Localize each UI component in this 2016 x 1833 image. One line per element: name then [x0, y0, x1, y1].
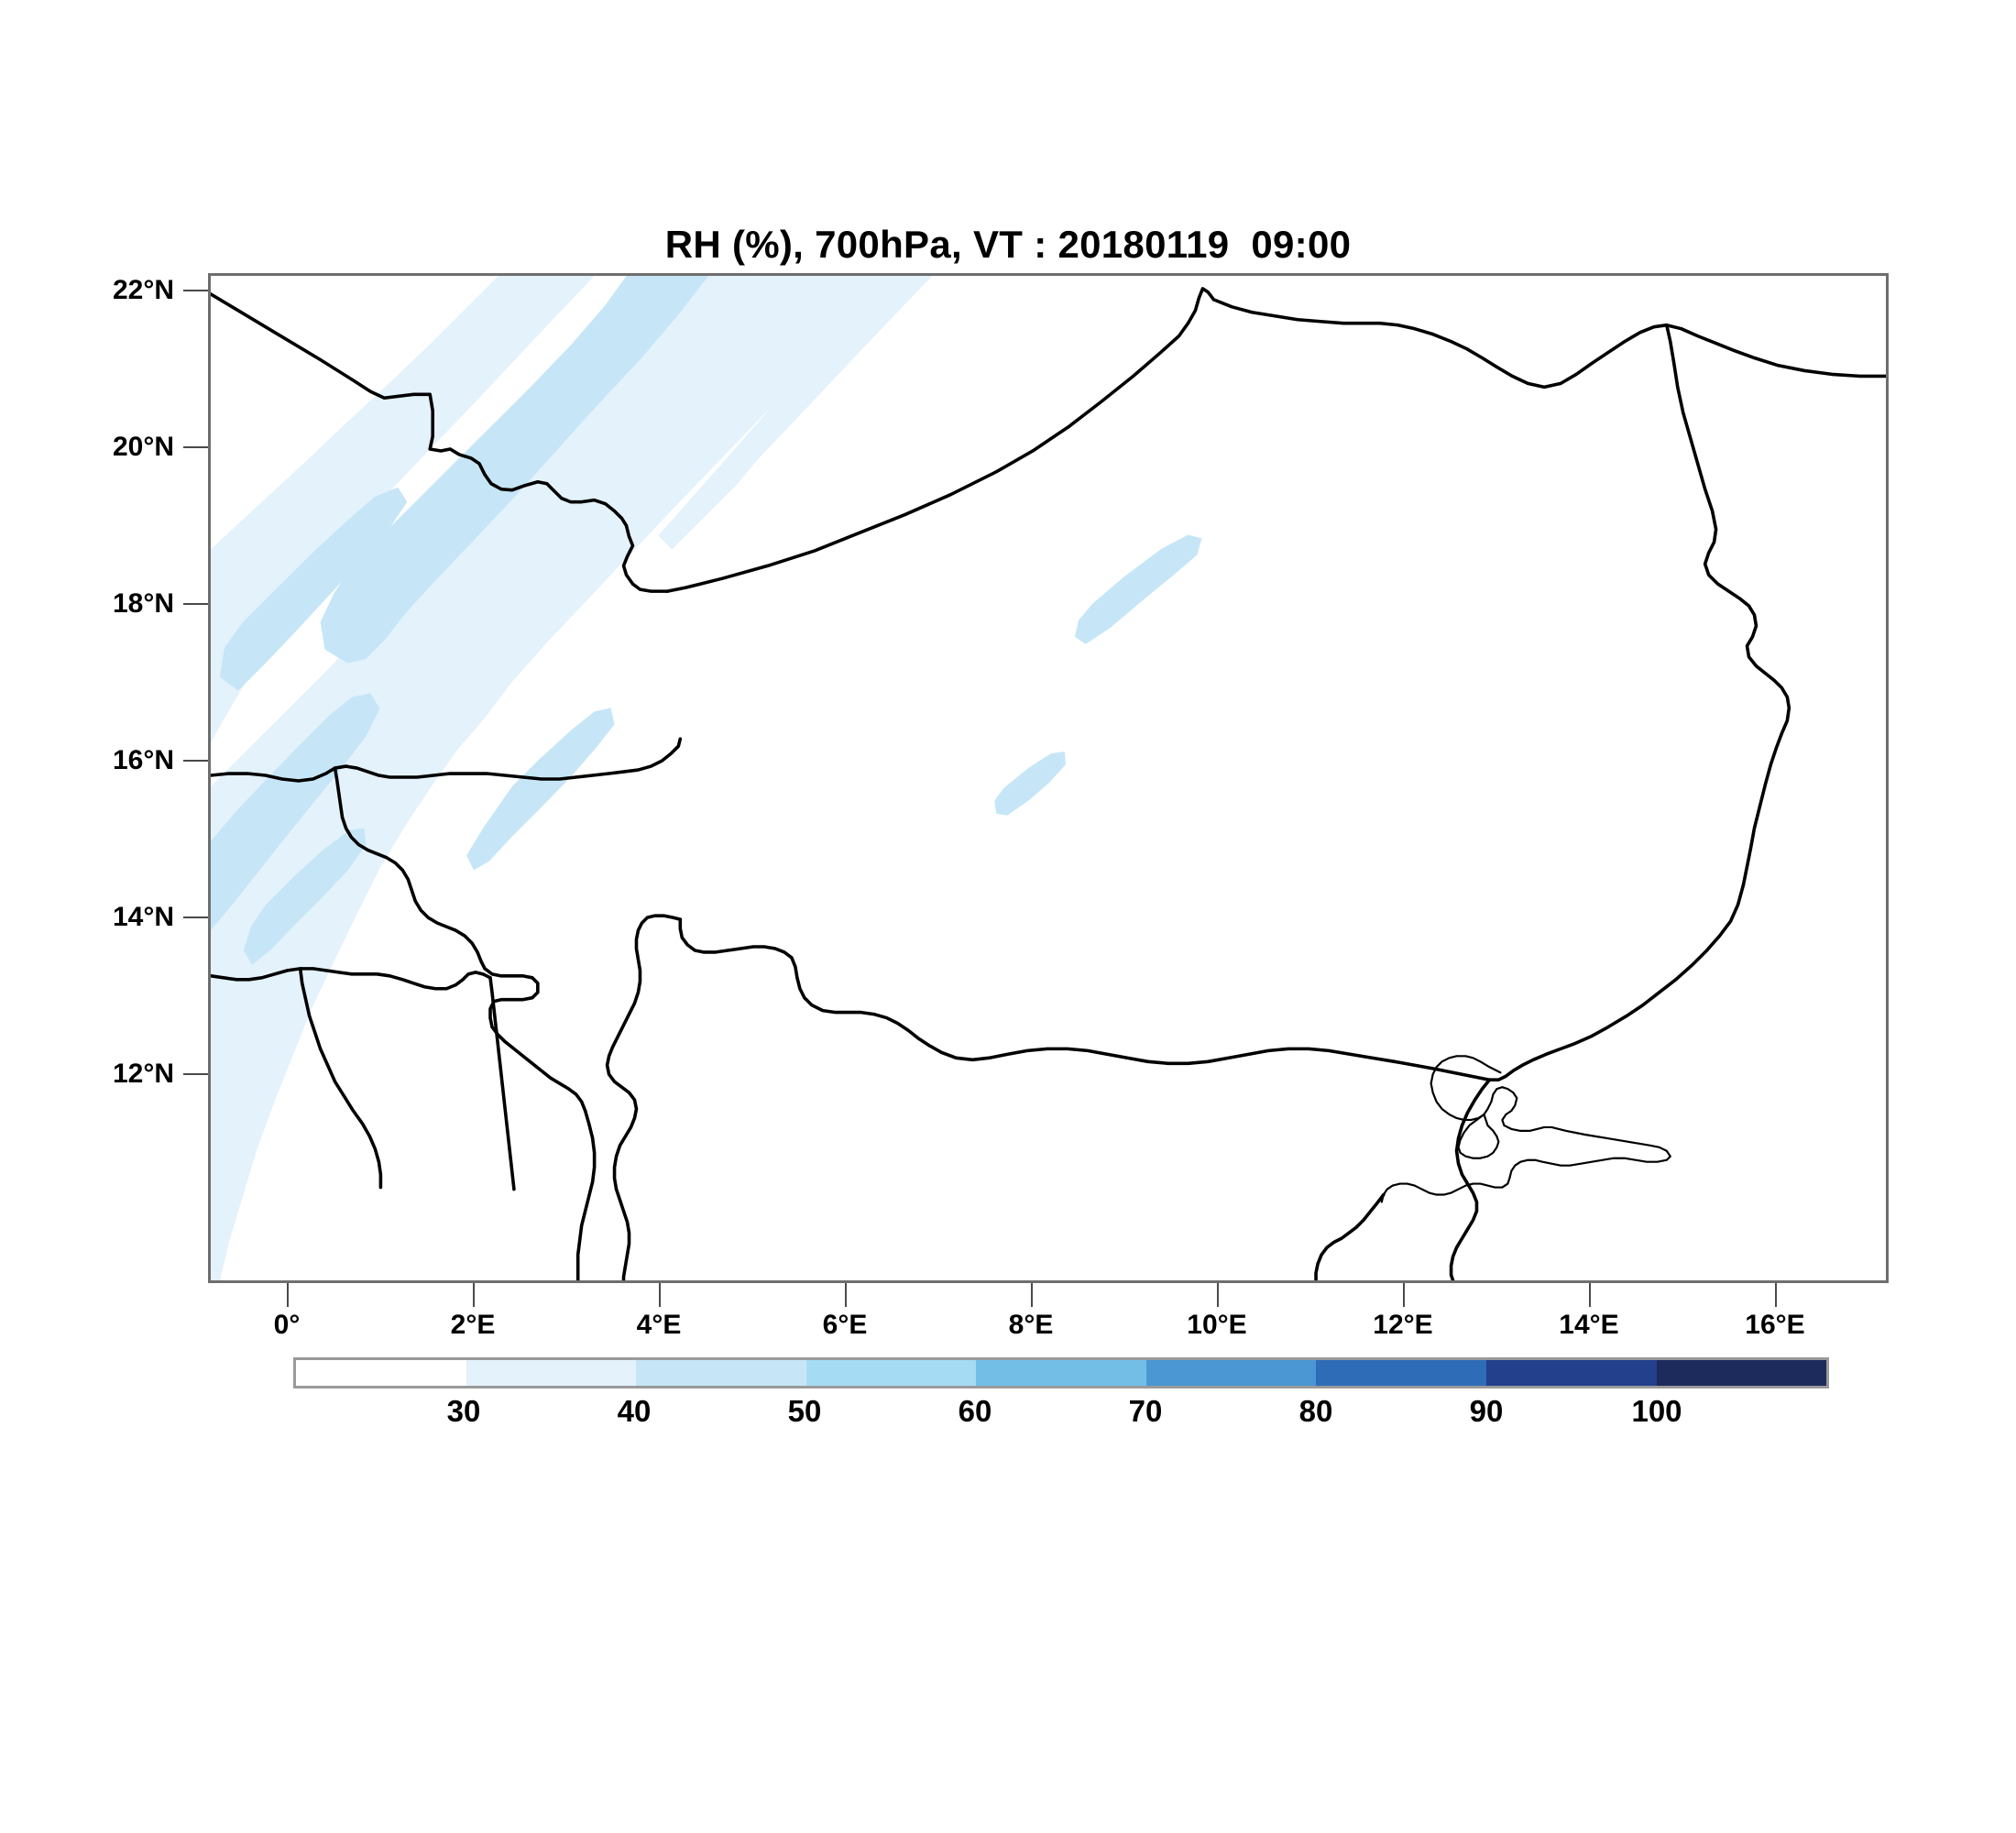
border-burkina-benin — [211, 967, 492, 991]
border-algeria-mali — [211, 292, 670, 593]
lon-tick-2 — [473, 1283, 475, 1307]
colorbar-segment-9 — [1656, 1360, 1827, 1386]
lon-label-10: 10°E — [1187, 1310, 1247, 1340]
lon-label-16: 16°E — [1745, 1310, 1805, 1340]
lon-label-12: 12°E — [1373, 1310, 1433, 1340]
lon-tick-8 — [1031, 1283, 1033, 1307]
colorbar-segment-5 — [976, 1360, 1146, 1386]
lat-tick-12 — [183, 1073, 208, 1075]
lon-tick-16 — [1775, 1283, 1777, 1307]
border-niger-benin — [605, 914, 683, 1280]
lon-tick-6 — [845, 1283, 847, 1307]
lon-label-4: 4°E — [636, 1310, 682, 1340]
colorbar-label-70: 70 — [1128, 1394, 1163, 1428]
rh-band-30-40 — [211, 276, 933, 1280]
colorbar-label-50: 50 — [787, 1394, 822, 1428]
lat-tick-18 — [183, 603, 208, 605]
lat-label-20: 20°N — [112, 432, 174, 462]
colorbar-label-80: 80 — [1298, 1394, 1333, 1428]
country-borders-layer — [211, 287, 1886, 1280]
border-niger-libya — [1211, 298, 1886, 390]
lat-label-18: 18°N — [112, 588, 174, 619]
colorbar-label-90: 90 — [1469, 1394, 1504, 1428]
border-nigeria-east — [1314, 1192, 1386, 1280]
page-title: RH (%), 700hPa, VT : 20180119 09:00 — [664, 223, 1352, 266]
border-niger-nigeria — [678, 917, 1492, 1081]
colorbar[interactable] — [293, 1357, 1829, 1388]
colorbar-segment-4 — [805, 1360, 977, 1386]
lon-tick-0 — [287, 1283, 289, 1307]
colorbar-label-60: 60 — [958, 1394, 992, 1428]
lon-tick-4 — [659, 1283, 661, 1307]
lat-label-12: 12°N — [112, 1059, 174, 1089]
border-burkina-niger — [333, 766, 587, 1113]
lat-tick-20 — [183, 446, 208, 448]
border-chad-nigeria — [1449, 1078, 1492, 1280]
colorbar-segment-3 — [636, 1360, 806, 1386]
colorbar-segment-2 — [466, 1360, 637, 1386]
colorbar-segment-1 — [296, 1360, 466, 1386]
colorbar-label-40: 40 — [617, 1394, 652, 1428]
lat-tick-22 — [183, 290, 208, 291]
lon-label-8: 8°E — [1008, 1310, 1054, 1340]
lat-tick-14 — [183, 916, 208, 918]
lon-tick-12 — [1403, 1283, 1405, 1307]
border-togo-ghana — [298, 967, 383, 1190]
lat-label-22: 22°N — [112, 275, 174, 305]
lake-chad-outline — [1380, 1055, 1671, 1203]
lake-chad-inner — [1457, 1113, 1500, 1159]
lon-label-0: 0° — [273, 1310, 301, 1340]
colorbar-segment-8 — [1485, 1360, 1657, 1386]
colorbar-label-100: 100 — [1631, 1394, 1682, 1428]
colorbar-label-30: 30 — [446, 1394, 481, 1428]
border-mali-burkina — [211, 737, 683, 783]
lat-label-14: 14°N — [112, 902, 174, 932]
colorbar-segment-7 — [1316, 1360, 1486, 1386]
lon-tick-10 — [1217, 1283, 1219, 1307]
rh-band-40-50 — [211, 276, 1202, 965]
colorbar-segment-6 — [1145, 1360, 1317, 1386]
lat-label-16: 16°N — [112, 745, 174, 775]
border-niger-chad — [1487, 883, 1746, 1081]
map-plot-area[interactable] — [208, 273, 1889, 1283]
lon-label-14: 14°E — [1559, 1310, 1619, 1340]
border-libya-chad — [1664, 323, 1791, 887]
border-benin-nigeria-south — [488, 976, 516, 1191]
border-algeria-niger — [665, 287, 1216, 593]
border-benin-south — [575, 1109, 597, 1280]
lon-label-6: 6°E — [822, 1310, 868, 1340]
lat-tick-16 — [183, 760, 208, 762]
rh-shading-layer — [211, 276, 1202, 1280]
lon-label-2: 2°E — [450, 1310, 496, 1340]
lon-tick-14 — [1589, 1283, 1591, 1307]
